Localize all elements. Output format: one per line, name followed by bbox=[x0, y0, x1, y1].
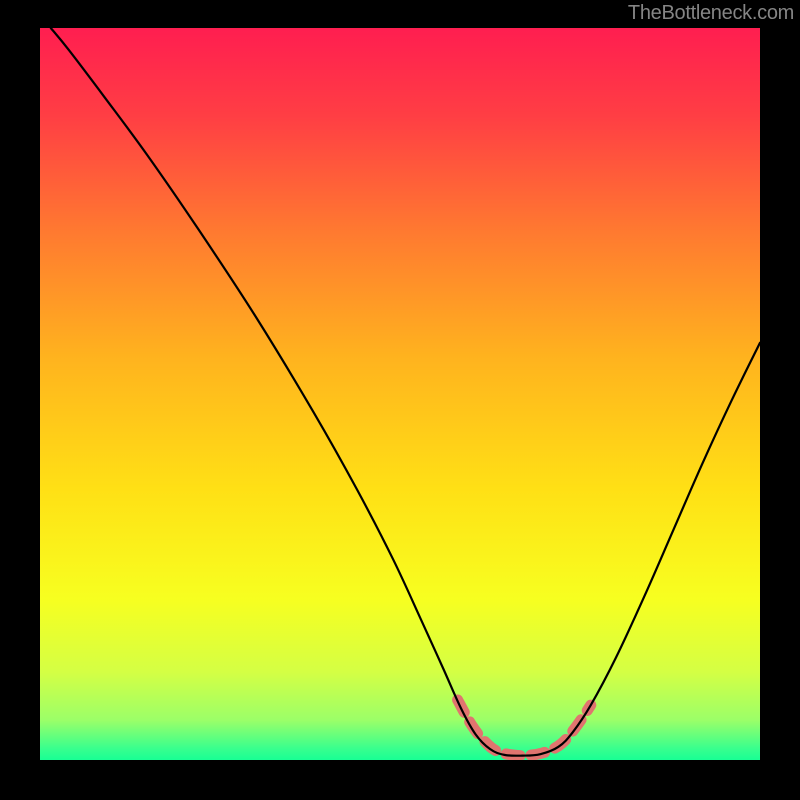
gradient-background bbox=[40, 28, 760, 760]
bottleneck-chart bbox=[40, 28, 760, 760]
watermark-text: TheBottleneck.com bbox=[628, 2, 794, 25]
